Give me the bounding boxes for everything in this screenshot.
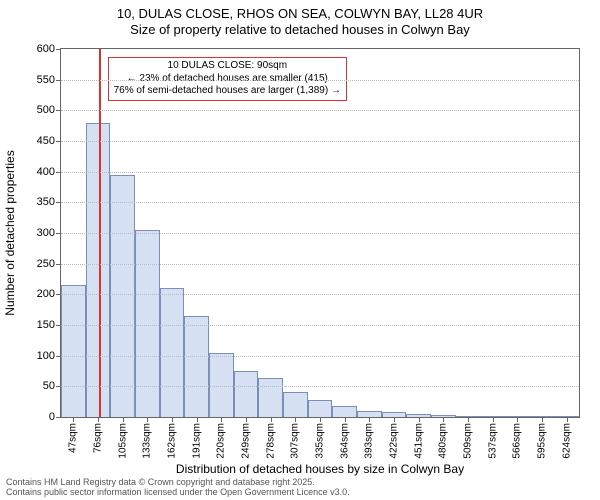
y-tick-mark [56, 386, 61, 387]
y-tick-label: 400 [37, 166, 55, 178]
y-tick-label: 600 [37, 43, 55, 55]
y-tick-mark [56, 356, 61, 357]
x-tick-label: 537sqm [487, 423, 498, 459]
x-axis-label: Distribution of detached houses by size … [60, 462, 580, 476]
y-tick-mark [56, 325, 61, 326]
annotation-line3: 76% of semi-detached houses are larger (… [114, 85, 341, 98]
histogram-bar [209, 353, 234, 417]
x-tick-label: 480sqm [438, 423, 449, 459]
histogram-bar [110, 175, 135, 417]
y-tick-label: 500 [37, 104, 55, 116]
y-tick-mark [56, 80, 61, 81]
chart-plot-area: 10 DULAS CLOSE: 90sqm ← 23% of detached … [60, 48, 580, 418]
y-tick-mark [56, 49, 61, 50]
x-tick-mark [172, 417, 173, 422]
gridline-h [61, 172, 579, 173]
x-tick-label: 307sqm [290, 423, 301, 459]
x-tick-label: 624sqm [561, 423, 572, 459]
x-tick-label: 509sqm [463, 423, 474, 459]
y-tick-label: 200 [37, 288, 55, 300]
gridline-h [61, 264, 579, 265]
x-tick-mark [320, 417, 321, 422]
x-tick-mark [369, 417, 370, 422]
page-title-line2: Size of property relative to detached ho… [0, 22, 600, 38]
y-tick-mark [56, 294, 61, 295]
x-tick-label: 76sqm [93, 423, 104, 453]
x-tick-mark [246, 417, 247, 422]
x-tick-label: 422sqm [389, 423, 400, 459]
x-tick-mark [443, 417, 444, 422]
x-tick-mark [394, 417, 395, 422]
gridline-h [61, 356, 579, 357]
y-tick-mark [56, 172, 61, 173]
x-tick-label: 191sqm [191, 423, 202, 459]
x-tick-label: 105sqm [117, 423, 128, 459]
x-tick-mark [98, 417, 99, 422]
y-tick-mark [56, 202, 61, 203]
histogram-bar [160, 288, 185, 417]
histogram-bar [308, 400, 333, 417]
x-tick-label: 133sqm [142, 423, 153, 459]
gridline-h [61, 294, 579, 295]
y-tick-label: 350 [37, 196, 55, 208]
y-tick-label: 250 [37, 258, 55, 270]
x-tick-mark [73, 417, 74, 422]
x-tick-mark [517, 417, 518, 422]
x-tick-label: 278sqm [265, 423, 276, 459]
y-tick-label: 450 [37, 135, 55, 147]
histogram-bar [258, 378, 283, 417]
x-tick-label: 364sqm [339, 423, 350, 459]
histogram-bar [234, 371, 259, 417]
x-tick-label: 162sqm [167, 423, 178, 459]
y-tick-mark [56, 233, 61, 234]
y-tick-mark [56, 141, 61, 142]
gridline-h [61, 141, 579, 142]
page-title-line1: 10, DULAS CLOSE, RHOS ON SEA, COLWYN BAY… [0, 6, 600, 22]
x-tick-label: 47sqm [68, 423, 79, 453]
y-axis-label: Number of detached properties [3, 150, 17, 315]
x-tick-label: 335sqm [315, 423, 326, 459]
x-tick-mark [123, 417, 124, 422]
footer-attribution: Contains HM Land Registry data © Crown c… [6, 478, 350, 498]
histogram-bar [283, 392, 308, 417]
x-tick-label: 249sqm [241, 423, 252, 459]
x-tick-mark [295, 417, 296, 422]
gridline-h [61, 325, 579, 326]
y-tick-mark [56, 264, 61, 265]
x-tick-mark [147, 417, 148, 422]
gridline-h [61, 386, 579, 387]
gridline-h [61, 202, 579, 203]
x-tick-label: 566sqm [512, 423, 523, 459]
histogram-bar [332, 406, 357, 417]
x-tick-mark [345, 417, 346, 422]
gridline-h [61, 80, 579, 81]
histogram-bar [184, 316, 209, 417]
y-tick-label: 550 [37, 74, 55, 86]
x-tick-label: 393sqm [364, 423, 375, 459]
x-tick-mark [493, 417, 494, 422]
histogram-bar [135, 230, 160, 417]
x-tick-mark [468, 417, 469, 422]
x-tick-mark [419, 417, 420, 422]
histogram-bar [61, 285, 86, 417]
x-tick-mark [567, 417, 568, 422]
y-tick-label: 50 [43, 380, 55, 392]
x-tick-mark [221, 417, 222, 422]
y-tick-label: 300 [37, 227, 55, 239]
y-tick-label: 150 [37, 319, 55, 331]
x-tick-label: 595sqm [537, 423, 548, 459]
gridline-h [61, 110, 579, 111]
x-tick-label: 451sqm [413, 423, 424, 459]
x-tick-mark [542, 417, 543, 422]
y-tick-label: 0 [49, 411, 55, 423]
x-tick-mark [197, 417, 198, 422]
annotation-line1: 10 DULAS CLOSE: 90sqm [114, 60, 341, 73]
x-tick-label: 220sqm [216, 423, 227, 459]
y-tick-mark [56, 110, 61, 111]
gridline-h [61, 233, 579, 234]
y-tick-mark [56, 417, 61, 418]
footer-line2: Contains public sector information licen… [6, 488, 350, 498]
x-tick-mark [271, 417, 272, 422]
y-tick-label: 100 [37, 350, 55, 362]
